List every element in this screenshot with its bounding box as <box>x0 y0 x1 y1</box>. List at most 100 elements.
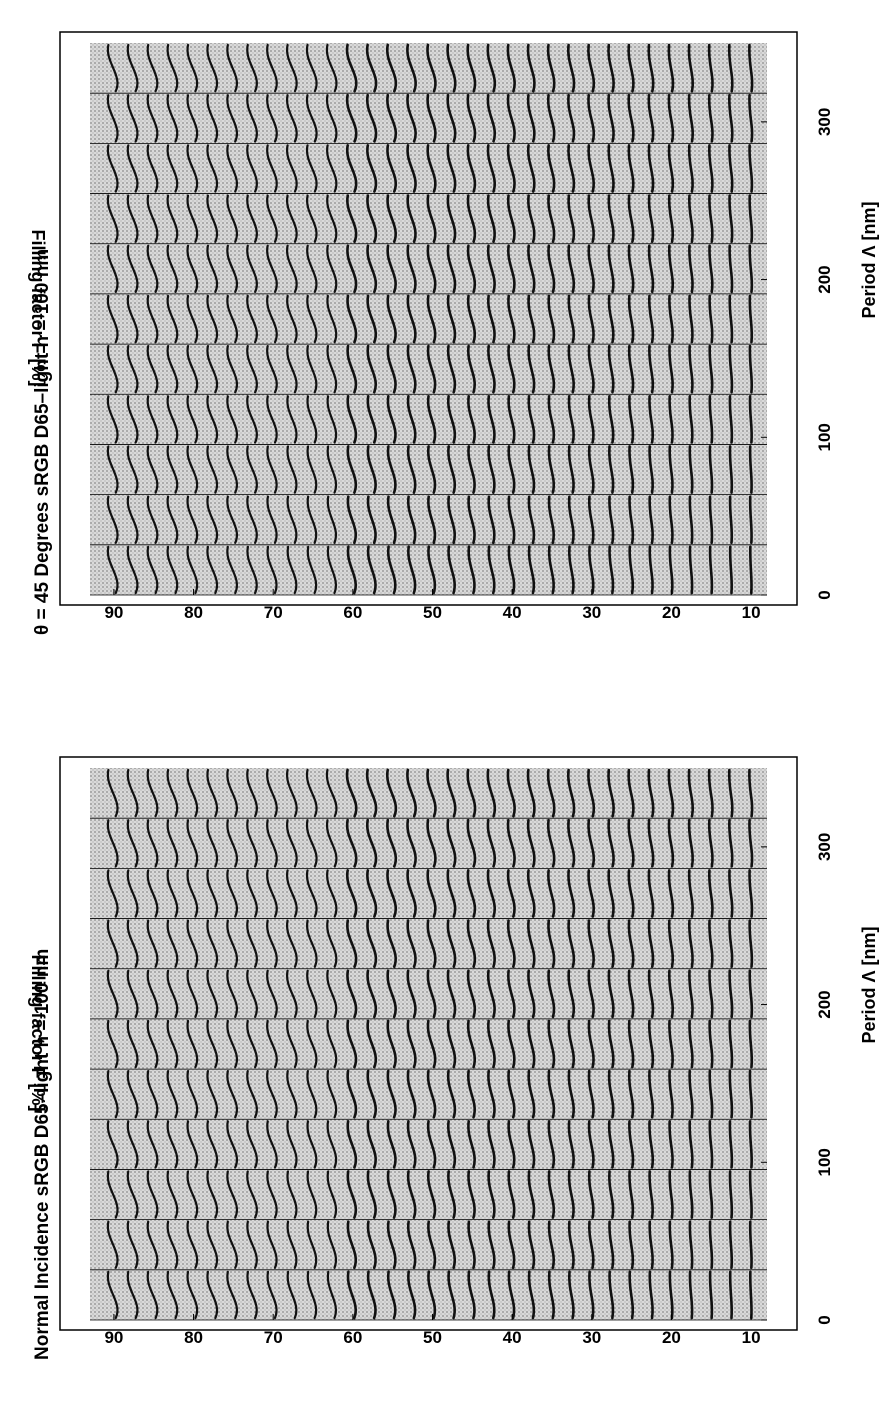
hue-contour <box>326 294 338 344</box>
hue-contour <box>345 869 358 918</box>
hue-contour <box>688 394 694 444</box>
hue-contour <box>567 1270 575 1320</box>
hue-contour <box>326 969 338 1019</box>
hue-contour <box>466 244 477 294</box>
hue-contour <box>206 1120 219 1169</box>
hue-contour <box>728 495 734 545</box>
hue-contour <box>206 43 219 93</box>
hue-contour <box>426 969 437 1019</box>
hue-contour <box>246 768 258 818</box>
hue-contour <box>166 344 179 394</box>
hue-contour <box>526 869 536 918</box>
hue-contour <box>487 545 496 595</box>
y-tick-label: 10 <box>742 603 761 622</box>
hue-contour <box>447 545 456 595</box>
hue-contour <box>648 1170 654 1219</box>
hue-contour <box>206 1069 219 1119</box>
hue-contour <box>627 768 635 818</box>
hue-contour <box>146 768 159 818</box>
hue-contour <box>547 869 556 918</box>
hue-contour <box>206 869 219 918</box>
hue-contour <box>345 93 358 143</box>
hue-contour <box>146 1120 159 1169</box>
hue-contour <box>365 43 378 93</box>
hue-contour <box>527 244 536 294</box>
hue-contour <box>547 495 555 545</box>
hue-contour <box>507 1170 516 1219</box>
hue-contour <box>146 819 159 868</box>
hue-contour <box>426 194 437 244</box>
hue-contour <box>728 445 734 494</box>
hue-contour <box>226 768 238 818</box>
hue-contour <box>206 1220 219 1269</box>
hue-contour <box>487 1220 496 1270</box>
hue-contour <box>587 344 595 394</box>
hue-contour <box>226 43 238 93</box>
hue-contour <box>567 445 575 494</box>
hue-contour <box>166 1270 179 1320</box>
hue-contour <box>126 194 139 243</box>
hue-contour <box>687 144 694 193</box>
x-axis-ticks: 0 100 200 300 <box>761 833 834 1325</box>
hue-contour <box>446 818 457 868</box>
hue-contour <box>166 194 179 243</box>
hue-contour <box>366 1069 377 1119</box>
hue-contour <box>527 1170 536 1219</box>
hue-contour <box>166 94 179 143</box>
hue-contour <box>386 194 397 244</box>
hue-contour <box>406 194 417 244</box>
hue-contour <box>667 244 674 294</box>
hue-contour <box>126 819 139 868</box>
hue-contour <box>126 294 139 344</box>
y-tick-label: 10 <box>742 1328 761 1347</box>
hue-contour <box>446 93 457 143</box>
hue-contour <box>306 1069 318 1119</box>
hue-contour <box>507 495 516 545</box>
hue-contour <box>106 969 119 1019</box>
hue-contour <box>607 1119 615 1169</box>
hue-contour <box>146 194 159 243</box>
hue-contour <box>326 1069 338 1119</box>
hue-contour <box>587 194 595 244</box>
hue-contour <box>306 445 318 494</box>
hue-contour <box>587 43 596 93</box>
hue-contour <box>547 1019 556 1069</box>
hue-contour <box>547 545 555 595</box>
hue-contour <box>407 545 417 595</box>
hue-contour <box>386 495 397 545</box>
hue-contour <box>206 294 219 344</box>
hue-contour <box>507 545 516 595</box>
hue-contour <box>648 1069 655 1119</box>
hue-contour <box>166 768 179 818</box>
hue-contour <box>106 1069 119 1119</box>
hue-contour <box>246 1170 258 1219</box>
hue-contour <box>526 818 536 868</box>
hue-contour <box>507 1220 516 1270</box>
hue-contour <box>325 819 338 868</box>
hue-contour <box>567 344 575 394</box>
hue-contour <box>708 495 714 545</box>
hue-contour <box>688 1170 694 1219</box>
hue-contour <box>487 1119 496 1169</box>
hue-contour <box>607 1019 615 1069</box>
hue-contour <box>446 194 457 244</box>
hue-contour <box>748 43 754 93</box>
hue-contour <box>486 768 497 818</box>
x-tick-label: 0 <box>815 590 834 599</box>
hue-contour <box>226 969 238 1019</box>
hue-contour <box>326 1220 337 1269</box>
hue-contour <box>246 1069 258 1119</box>
hue-contour <box>486 244 496 294</box>
hue-contour <box>246 545 258 595</box>
hue-contour <box>305 819 318 868</box>
hue-contour <box>386 969 397 1019</box>
y-axis-label: Filling factor F [%] <box>28 955 48 1112</box>
hue-contour <box>627 294 635 344</box>
hue-contour <box>426 144 437 193</box>
y-tick-label: 50 <box>423 603 442 622</box>
hue-contour <box>206 395 219 444</box>
hue-contour <box>226 244 238 294</box>
hue-contour <box>486 919 496 969</box>
hue-contour <box>648 495 654 545</box>
hue-contour <box>567 294 575 344</box>
